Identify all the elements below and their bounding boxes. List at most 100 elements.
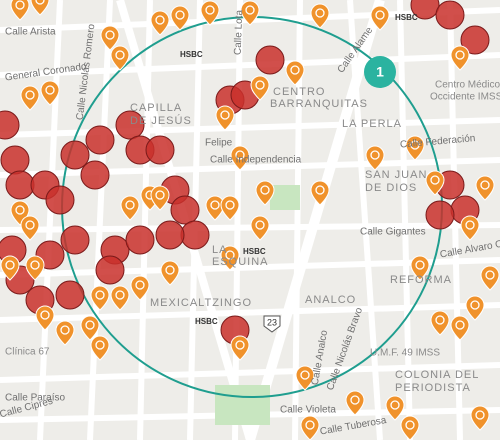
pin-marker[interactable] (90, 335, 110, 361)
pin-shape[interactable] (55, 320, 75, 346)
pin-marker[interactable] (430, 310, 450, 336)
pin-shape[interactable] (465, 295, 485, 321)
pin-shape[interactable] (90, 335, 110, 361)
pin-icon[interactable] (470, 300, 480, 310)
pin-icon[interactable] (405, 420, 415, 430)
pin-marker[interactable] (410, 255, 430, 281)
pin-shape[interactable] (285, 60, 305, 86)
pin-marker[interactable] (100, 25, 120, 51)
pin-marker[interactable] (40, 80, 60, 106)
pin-marker[interactable] (250, 75, 270, 101)
pin-icon[interactable] (35, 0, 45, 5)
pin-marker[interactable] (285, 60, 305, 86)
pin-icon[interactable] (220, 110, 230, 120)
pin-icon[interactable] (235, 340, 245, 350)
incident-marker[interactable] (155, 220, 185, 250)
pin-icon[interactable] (85, 320, 95, 330)
pin-icon[interactable] (315, 8, 325, 18)
pin-marker[interactable] (465, 295, 485, 321)
pin-marker[interactable] (20, 85, 40, 111)
pin-icon[interactable] (455, 50, 465, 60)
pin-icon[interactable] (235, 150, 245, 160)
pin-icon[interactable] (315, 185, 325, 195)
incident-marker[interactable] (80, 160, 110, 190)
pin-marker[interactable] (400, 415, 420, 440)
pin-shape[interactable] (160, 260, 180, 286)
pin-marker[interactable] (480, 265, 500, 291)
pin-shape[interactable] (130, 275, 150, 301)
pin-marker[interactable] (300, 415, 320, 440)
incident-marker[interactable] (60, 225, 90, 255)
pin-icon[interactable] (430, 175, 440, 185)
incident-marker[interactable] (180, 220, 210, 250)
pin-icon[interactable] (245, 5, 255, 15)
pin-icon[interactable] (15, 0, 25, 10)
pin-marker[interactable] (230, 145, 250, 171)
incident-marker[interactable] (170, 195, 200, 225)
pin-marker[interactable] (240, 0, 260, 26)
pin-shape[interactable] (40, 80, 60, 106)
cluster-circle[interactable] (364, 56, 396, 88)
incident-marker[interactable] (55, 280, 85, 310)
pin-shape[interactable] (20, 215, 40, 241)
pin-shape[interactable] (240, 0, 260, 26)
pin-icon[interactable] (5, 260, 15, 270)
pin-icon[interactable] (225, 200, 235, 210)
pin-marker[interactable] (120, 195, 140, 221)
pin-icon[interactable] (105, 30, 115, 40)
pin-icon[interactable] (455, 320, 465, 330)
pin-marker[interactable] (150, 185, 170, 211)
pin-shape[interactable] (300, 415, 320, 440)
pin-marker[interactable] (160, 260, 180, 286)
pin-icon[interactable] (485, 270, 495, 280)
pin-shape[interactable] (150, 10, 170, 36)
pin-icon[interactable] (25, 90, 35, 100)
incident-marker[interactable] (435, 0, 465, 30)
pin-marker[interactable] (150, 10, 170, 36)
pin-shape[interactable] (80, 315, 100, 341)
incident-marker[interactable] (45, 185, 75, 215)
pin-marker[interactable] (230, 335, 250, 361)
pin-icon[interactable] (165, 265, 175, 275)
pin-shape[interactable] (220, 195, 240, 221)
pin-icon[interactable] (350, 395, 360, 405)
pin-shape[interactable] (365, 145, 385, 171)
pin-icon[interactable] (225, 250, 235, 260)
pin-shape[interactable] (110, 45, 130, 71)
pin-shape[interactable] (250, 215, 270, 241)
pin-shape[interactable] (460, 215, 480, 241)
pin-shape[interactable] (230, 145, 250, 171)
pin-icon[interactable] (475, 410, 485, 420)
pin-marker[interactable] (365, 145, 385, 171)
pin-shape[interactable] (100, 25, 120, 51)
pin-icon[interactable] (210, 200, 220, 210)
pin-shape[interactable] (450, 45, 470, 71)
pin-marker[interactable] (460, 215, 480, 241)
pin-shape[interactable] (370, 5, 390, 31)
incident-marker[interactable] (60, 140, 90, 170)
pin-shape[interactable] (0, 255, 20, 281)
pin-shape[interactable] (475, 175, 495, 201)
pin-shape[interactable] (310, 180, 330, 206)
pin-marker[interactable] (405, 135, 425, 161)
pin-marker[interactable] (10, 0, 30, 21)
pin-icon[interactable] (15, 205, 25, 215)
pin-marker[interactable] (200, 0, 220, 26)
pin-shape[interactable] (90, 285, 110, 311)
pin-marker[interactable] (220, 245, 240, 271)
pin-icon[interactable] (45, 85, 55, 95)
pin-marker[interactable] (310, 3, 330, 29)
pin-shape[interactable] (170, 5, 190, 31)
pin-marker[interactable] (370, 5, 390, 31)
pin-marker[interactable] (255, 180, 275, 206)
pin-shape[interactable] (430, 310, 450, 336)
pin-shape[interactable] (310, 3, 330, 29)
pin-marker[interactable] (450, 315, 470, 341)
incident-marker[interactable] (5, 170, 35, 200)
pin-marker[interactable] (475, 175, 495, 201)
pin-marker[interactable] (295, 365, 315, 391)
pin-shape[interactable] (255, 180, 275, 206)
pin-shape[interactable] (35, 305, 55, 331)
pin-shape[interactable] (150, 185, 170, 211)
pin-shape[interactable] (345, 390, 365, 416)
